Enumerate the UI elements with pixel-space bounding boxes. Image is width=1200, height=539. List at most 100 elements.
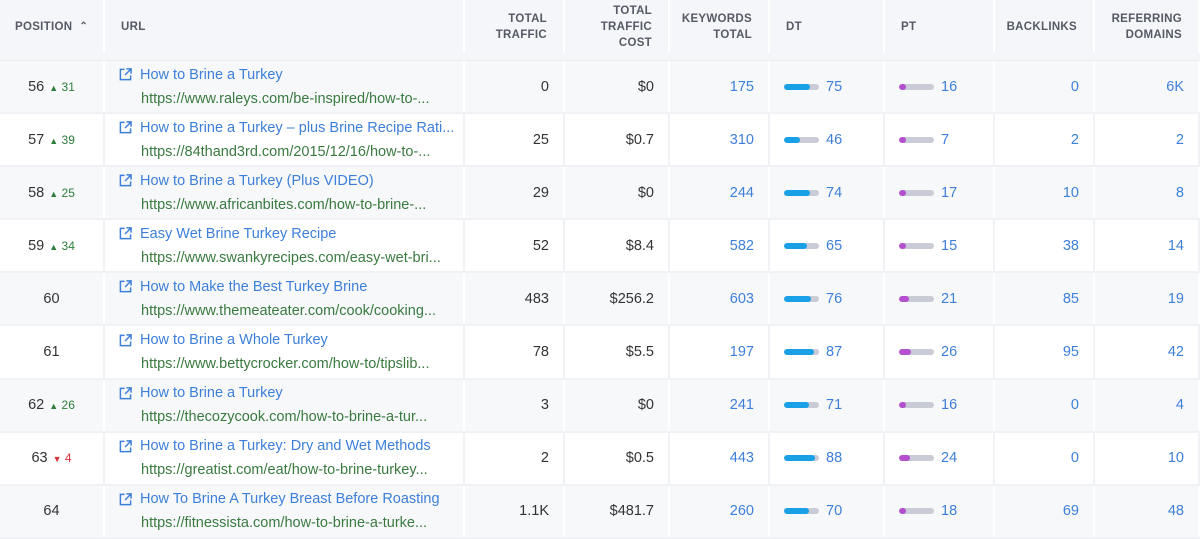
keywords-total[interactable]: 582 <box>670 220 770 272</box>
dt-bar <box>784 508 819 515</box>
dt-cell: 74 <box>770 167 885 219</box>
page-title-link[interactable]: How to Brine a Turkey – plus Brine Recip… <box>119 120 454 136</box>
table-row: 61 How to Brine a Whole Turkey https://w… <box>0 326 1200 380</box>
page-title-link[interactable]: How to Brine a Turkey <box>119 67 283 83</box>
header-referring-domains[interactable]: REFERRING DOMAINS <box>1095 0 1200 53</box>
total-traffic-cost: $8.4 <box>565 220 670 272</box>
position-change: ▲ 34 <box>49 238 75 253</box>
referring-domains[interactable]: 48 <box>1095 485 1200 537</box>
page-title-link[interactable]: How to Brine a Turkey (Plus VIDEO) <box>119 173 374 189</box>
dt-bar <box>784 402 819 409</box>
dt-cell: 65 <box>770 220 885 272</box>
referring-domains[interactable]: 6K <box>1095 61 1200 113</box>
keywords-total[interactable]: 603 <box>670 273 770 325</box>
pt-cell: 21 <box>885 273 995 325</box>
position-cell: 57 ▲ 39 <box>0 114 105 166</box>
header-position[interactable]: POSITION ⌃ <box>0 0 105 53</box>
arrow-down-icon: ▼ <box>52 454 62 465</box>
backlinks[interactable]: 10 <box>995 167 1095 219</box>
keywords-total[interactable]: 260 <box>670 485 770 537</box>
external-link-icon[interactable] <box>119 439 132 453</box>
referring-domains[interactable]: 19 <box>1095 273 1200 325</box>
scrolled-row-remnant <box>0 53 1200 61</box>
keywords-total[interactable]: 310 <box>670 114 770 166</box>
header-pt[interactable]: PT <box>885 0 995 53</box>
backlinks[interactable]: 69 <box>995 485 1095 537</box>
pt-bar <box>899 402 934 409</box>
page-title-link[interactable]: How to Brine a Turkey: Dry and Wet Metho… <box>119 438 431 454</box>
backlinks[interactable]: 95 <box>995 326 1095 378</box>
arrow-up-icon: ▲ <box>49 188 59 199</box>
dt-bar <box>784 242 819 249</box>
pt-bar <box>899 189 934 196</box>
dt-cell: 87 <box>770 326 885 378</box>
pt-cell: 17 <box>885 167 995 219</box>
backlinks[interactable]: 85 <box>995 273 1095 325</box>
position-cell: 58 ▲ 25 <box>0 167 105 219</box>
dt-bar <box>784 83 819 90</box>
external-link-icon[interactable] <box>119 121 132 134</box>
pt-bar <box>899 455 934 462</box>
keywords-total[interactable]: 197 <box>670 326 770 378</box>
page-title-link[interactable]: Easy Wet Brine Turkey Recipe <box>119 226 336 242</box>
dt-bar <box>784 295 819 302</box>
table-row: 63 ▼ 4 How to Brine a Turkey: Dry and Wet… <box>0 432 1200 486</box>
keywords-total[interactable]: 443 <box>670 432 770 484</box>
referring-domains[interactable]: 2 <box>1095 114 1200 166</box>
header-total-traffic[interactable]: TOTAL TRAFFIC <box>465 0 565 53</box>
referring-domains[interactable]: 14 <box>1095 220 1200 272</box>
page-url[interactable]: https://www.bettycrocker.com/how-to/tips… <box>141 356 430 373</box>
header-total-traffic-cost[interactable]: TOTAL TRAFFIC COST <box>565 0 670 53</box>
dt-cell: 76 <box>770 273 885 325</box>
header-keywords-total[interactable]: KEYWORDS TOTAL <box>670 0 770 53</box>
page-url[interactable]: https://www.swankyrecipes.com/easy-wet-b… <box>141 249 441 266</box>
external-link-icon[interactable] <box>119 174 132 187</box>
page-url[interactable]: https://84thand3rd.com/2015/12/16/how-to… <box>141 143 431 160</box>
total-traffic-cost: $0 <box>565 61 670 113</box>
page-url[interactable]: https://thecozycook.com/how-to-brine-a-t… <box>141 409 428 426</box>
table-row: 57 ▲ 39 How to Brine a Turkey – plus Brin… <box>0 114 1200 168</box>
external-link-icon[interactable] <box>119 492 132 506</box>
header-url[interactable]: URL <box>105 0 465 53</box>
pt-bar <box>899 83 934 90</box>
referring-domains[interactable]: 42 <box>1095 326 1200 378</box>
page-url[interactable]: https://fitnessista.com/how-to-brine-a-t… <box>141 515 428 532</box>
total-traffic-cost: $0 <box>565 379 670 431</box>
page-url[interactable]: https://www.africanbites.com/how-to-brin… <box>141 196 427 213</box>
page-title-link[interactable]: How to Brine a Turkey <box>119 385 283 401</box>
total-traffic: 52 <box>465 220 565 272</box>
external-link-icon[interactable] <box>119 68 132 81</box>
backlinks[interactable]: 38 <box>995 220 1095 272</box>
page-url[interactable]: https://www.themeateater.com/cook/cookin… <box>141 302 436 319</box>
backlinks[interactable]: 0 <box>995 432 1095 484</box>
header-dt[interactable]: DT <box>770 0 885 53</box>
backlinks[interactable]: 0 <box>995 379 1095 431</box>
position-cell: 64 <box>0 485 105 537</box>
arrow-up-icon: ▲ <box>49 135 59 146</box>
referring-domains[interactable]: 10 <box>1095 432 1200 484</box>
dt-bar <box>784 189 819 196</box>
page-url[interactable]: https://greatist.com/eat/how-to-brine-tu… <box>141 462 428 479</box>
external-link-icon[interactable] <box>119 386 132 400</box>
external-link-icon[interactable] <box>119 280 132 293</box>
referring-domains[interactable]: 4 <box>1095 379 1200 431</box>
referring-domains[interactable]: 8 <box>1095 167 1200 219</box>
external-link-icon[interactable] <box>119 227 132 240</box>
keywords-total[interactable]: 244 <box>670 167 770 219</box>
sort-ascending-icon[interactable]: ⌃ <box>79 20 89 32</box>
total-traffic-cost: $0 <box>565 167 670 219</box>
keywords-total[interactable]: 175 <box>670 61 770 113</box>
page-title-link[interactable]: How to Make the Best Turkey Brine <box>119 279 367 295</box>
header-backlinks[interactable]: BACKLINKS <box>995 0 1095 53</box>
external-link-icon[interactable] <box>119 333 132 347</box>
page-title-link[interactable]: How To Brine A Turkey Breast Before Roas… <box>119 491 440 507</box>
page-url[interactable]: https://www.raleys.com/be-inspired/how-t… <box>141 90 430 107</box>
dt-bar <box>784 455 819 462</box>
url-cell: How to Brine a Turkey https://www.raleys… <box>105 61 465 113</box>
keywords-total[interactable]: 241 <box>670 379 770 431</box>
pt-cell: 15 <box>885 220 995 272</box>
pt-bar <box>899 349 934 356</box>
page-title-link[interactable]: How to Brine a Whole Turkey <box>119 332 328 348</box>
backlinks[interactable]: 0 <box>995 61 1095 113</box>
backlinks[interactable]: 2 <box>995 114 1095 166</box>
